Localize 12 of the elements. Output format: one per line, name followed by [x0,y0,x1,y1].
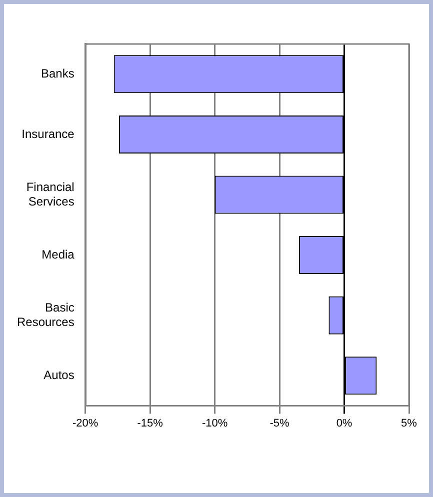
y-tick-label: Basic Resources [17,300,74,329]
x-tick-label: -20% [72,417,98,430]
x-tick-label: 5% [401,417,418,430]
y-tick-label: Media [42,247,75,262]
x-tick-label: -10% [202,417,228,430]
y-tick-label: Banks [41,66,74,80]
x-tick-label: -5% [270,417,290,430]
y-tick-label: Financial Services [26,180,74,208]
y-tick-label: Insurance [22,126,75,141]
x-tick-label: 0% [336,417,352,430]
x-tick-label: -15% [137,417,164,430]
y-tick-label: Autos [44,368,74,382]
